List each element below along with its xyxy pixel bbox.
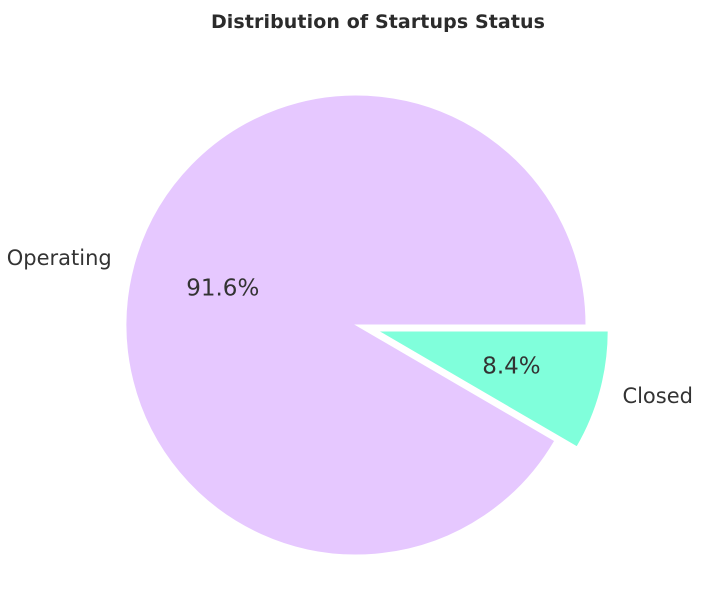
slice-label-operating: Operating [7, 246, 112, 270]
slice-percent-closed: 8.4% [482, 353, 540, 379]
pie-slice-operating [125, 94, 587, 556]
pie-slice-closed [376, 330, 609, 448]
chart-title: Distribution of Startups Status [210, 11, 546, 33]
slice-percent-operating: 91.6% [186, 276, 259, 302]
slice-label-closed: Closed [622, 384, 693, 408]
